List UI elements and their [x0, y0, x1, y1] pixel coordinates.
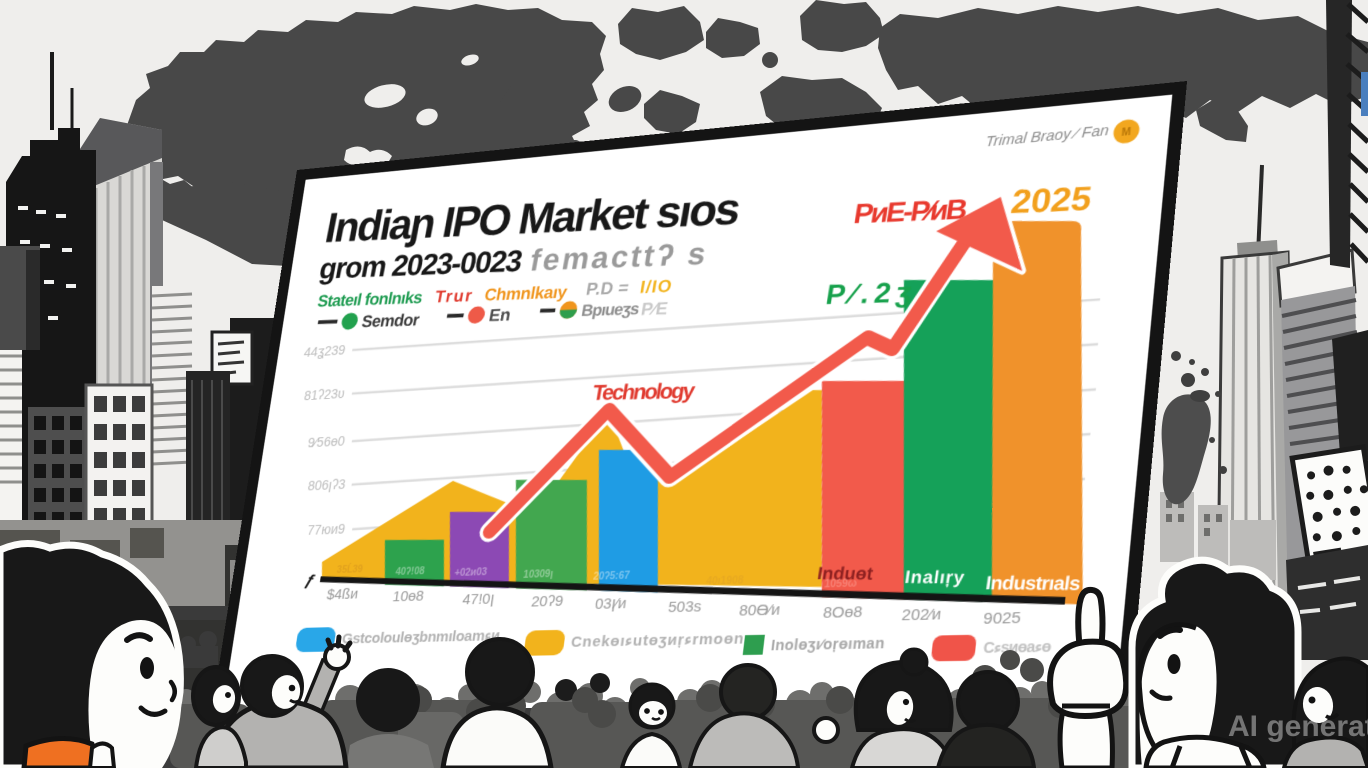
- svg-text:2025: 2025: [1009, 180, 1095, 221]
- svg-text:10ө8: 10ө8: [392, 587, 426, 605]
- svg-text:+02и03: +02и03: [454, 566, 488, 578]
- svg-text:M: M: [1121, 126, 1131, 139]
- svg-text:ן03⁄и: ן03⁄и: [594, 594, 628, 612]
- svg-text:Semdor: Semdor: [360, 311, 421, 331]
- svg-text:Gѕtcoloulөʒbnmıloamءи: Gѕtcoloulөʒbnmıloamءи: [341, 626, 501, 647]
- svg-text:Inalıŗy: Inalıŗy: [903, 568, 966, 588]
- svg-text:I/IO: I/IO: [639, 277, 673, 297]
- svg-text:9∕56ө0: 9∕56ө0: [307, 433, 346, 450]
- svg-text:9025: 9025: [982, 608, 1021, 628]
- svg-text:Technology: Technology: [591, 380, 698, 406]
- svg-text:20ʔ9: 20ʔ9: [530, 592, 564, 610]
- svg-text:40ʔ!08: 40ʔ!08: [395, 565, 426, 577]
- svg-text:20ʔ5:67: 20ʔ5:67: [593, 569, 631, 582]
- svg-text:35Ĺ39: 35Ĺ39: [336, 562, 364, 575]
- svg-text:1059ω: 1059ω: [824, 577, 858, 590]
- svg-text:Cnekөıءutөʒиŗءrmoөn: Cnekөıءutөʒиŗءrmoөn: [570, 629, 745, 650]
- svg-text:503ѕ: 503ѕ: [667, 597, 702, 616]
- svg-text:202⁄и: 202⁄и: [901, 604, 942, 623]
- svg-text:81ʔ23ʋ: 81ʔ23ʋ: [303, 386, 346, 404]
- svg-text:P∕E: P∕E: [640, 299, 670, 319]
- svg-text:Bpıueʒs: Bpıueʒs: [580, 301, 641, 321]
- svg-text:ן0!47: ן0!47: [461, 590, 495, 608]
- svg-text:40ı1908: 40ı1908: [706, 574, 745, 587]
- svg-text:P.D =: P.D =: [585, 279, 631, 300]
- svg-text:Industrıals: Industrıals: [984, 573, 1082, 595]
- svg-text:PиE-P∕иB: PиE-P∕иB: [852, 194, 970, 230]
- svg-text:80Ө⁄и: 80Ө⁄и: [738, 600, 781, 619]
- svg-text:80ן6ʔ3: 80ן6ʔ3: [307, 477, 347, 494]
- svg-text:8Oө8: 8Oө8: [822, 602, 863, 621]
- svg-text:Inolөʒı∕oŗөıman: Inolөʒı∕oŗөıman: [770, 635, 885, 654]
- svg-text:grom 2023-0023: grom 2023-0023: [317, 244, 526, 286]
- svg-text:AI generated: AI generated: [1228, 710, 1368, 743]
- svg-text:77юи9: 77юи9: [306, 521, 346, 538]
- svg-text:Induөt: Induөt: [816, 565, 874, 585]
- svg-text:Cءѕиөaءө: Cءѕиөaءө: [982, 638, 1052, 657]
- svg-text:103ן09: 103ן09: [523, 568, 554, 581]
- svg-text:Stateıl fonlnıks: Stateıl fonlnıks: [316, 289, 424, 311]
- svg-text:$4ßи: $4ßи: [326, 585, 360, 603]
- svg-text:femacttʔ s: femacttʔ s: [528, 236, 709, 278]
- svg-text:44ʓ239: 44ʓ239: [303, 342, 347, 360]
- svg-text:En: En: [487, 306, 512, 326]
- svg-text:Chmnlkaıy: Chmnlkaıy: [483, 283, 569, 305]
